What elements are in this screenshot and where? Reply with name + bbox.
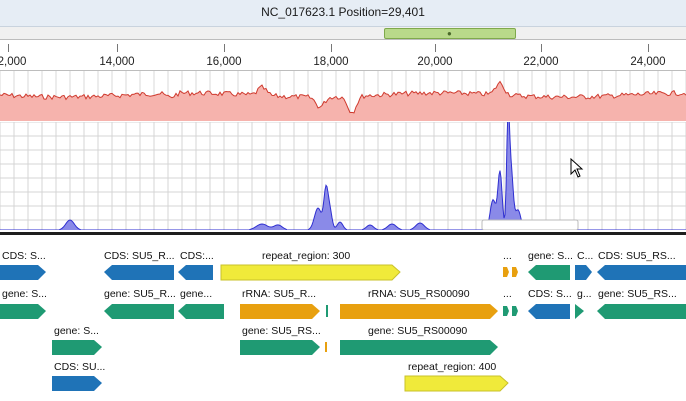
- tick-mark: [648, 44, 649, 52]
- feature-label: gene: SU5_RS...: [598, 288, 677, 300]
- tick-label: 24,000: [630, 56, 666, 68]
- gene-arrow[interactable]: [597, 304, 686, 319]
- gene-arrow[interactable]: [240, 340, 320, 355]
- annotation-track: CDS: S... CDS: SU5_R... CDS:... repeat_r…: [0, 236, 686, 401]
- cds-arrow[interactable]: [52, 376, 102, 391]
- feature-label: gene: SU5_RS00090: [368, 325, 468, 337]
- gene-arrow[interactable]: [512, 306, 518, 316]
- horizontal-scrollbar[interactable]: ●: [0, 27, 686, 40]
- rrna-arrow[interactable]: [512, 267, 518, 277]
- cds-arrow[interactable]: [528, 304, 570, 319]
- mouse-cursor-icon: [570, 158, 584, 178]
- feature-label: gene: S...: [54, 325, 99, 337]
- gene-arrow[interactable]: [0, 304, 46, 319]
- cds-arrow[interactable]: [575, 265, 592, 280]
- tick-label: 20,000: [417, 56, 453, 68]
- window-title: NC_017623.1 Position=29,401: [261, 5, 425, 19]
- feature-label: gene: SU5_R...: [104, 288, 176, 300]
- gene-arrow[interactable]: [340, 340, 498, 355]
- coverage-line: [0, 122, 686, 230]
- feature-label: ...: [503, 250, 512, 262]
- gc-content-track: [0, 71, 686, 121]
- tick-label: 22,000: [523, 56, 559, 68]
- tick-mark: [117, 44, 118, 52]
- tick-mark: [8, 44, 9, 52]
- feature-label: gene...: [180, 288, 213, 300]
- feature-label: gene: SU5_RS...: [242, 325, 321, 337]
- repeat-arrow[interactable]: [404, 375, 509, 392]
- tick-mark: [435, 44, 436, 52]
- rrna-marker[interactable]: [326, 305, 328, 317]
- feature-label: C...: [577, 250, 594, 262]
- tick-label: 14,000: [99, 56, 135, 68]
- gene-arrow[interactable]: [503, 306, 509, 316]
- rrna-arrow[interactable]: [340, 304, 498, 319]
- gene-arrow[interactable]: [104, 304, 174, 319]
- tick-label: 2,000: [0, 56, 27, 68]
- title-bar: NC_017623.1 Position=29,401: [0, 0, 686, 27]
- gene-arrow[interactable]: [528, 265, 570, 280]
- cds-arrow[interactable]: [178, 265, 213, 280]
- feature-arrows: [0, 264, 686, 392]
- feature-label: repeat_region: 400: [408, 361, 497, 373]
- tick-mark: [224, 44, 225, 52]
- tooltip-box: [481, 219, 579, 230]
- feature-label: rRNA: SU5_RS00090: [368, 288, 470, 300]
- gene-arrow[interactable]: [575, 304, 584, 319]
- feature-label: gene: S...: [528, 250, 573, 262]
- feature-label: gene: S...: [2, 288, 47, 300]
- feature-label: CDS: SU5_RS...: [598, 250, 676, 262]
- feature-label: repeat_region: 300: [262, 250, 351, 262]
- gc-area: [0, 81, 686, 121]
- grip-icon: ●: [447, 29, 452, 38]
- tick-label: 18,000: [313, 56, 349, 68]
- position-ruler: 2,000 14,000 16,000 18,000 20,000 22,000…: [0, 40, 686, 71]
- gene-arrow[interactable]: [178, 304, 224, 319]
- feature-label: CDS: S...: [528, 288, 572, 300]
- feature-label: CDS:...: [180, 250, 214, 262]
- tick-mark: [331, 44, 332, 52]
- gene-arrow[interactable]: [52, 340, 102, 355]
- feature-label: ...: [503, 288, 512, 300]
- gc-line: [0, 80, 686, 114]
- coverage-track: [0, 122, 686, 230]
- cds-arrow[interactable]: [597, 265, 686, 280]
- cds-arrow[interactable]: [104, 265, 174, 280]
- feature-label: rRNA: SU5_R...: [242, 288, 317, 300]
- feature-label: CDS: SU5_R...: [104, 250, 175, 262]
- rrna-arrow[interactable]: [240, 304, 320, 319]
- feature-label: CDS: S...: [2, 250, 46, 262]
- cds-arrow[interactable]: [0, 265, 46, 280]
- tick-label: 16,000: [206, 56, 242, 68]
- repeat-arrow[interactable]: [220, 264, 401, 281]
- scrollbar-thumb[interactable]: ●: [384, 28, 516, 39]
- rrna-arrow[interactable]: [503, 267, 509, 277]
- tick-mark: [541, 44, 542, 52]
- gene-marker[interactable]: [325, 342, 327, 352]
- feature-label: CDS: SU...: [54, 361, 106, 373]
- track-divider[interactable]: [0, 232, 686, 235]
- feature-label: g...: [577, 288, 592, 300]
